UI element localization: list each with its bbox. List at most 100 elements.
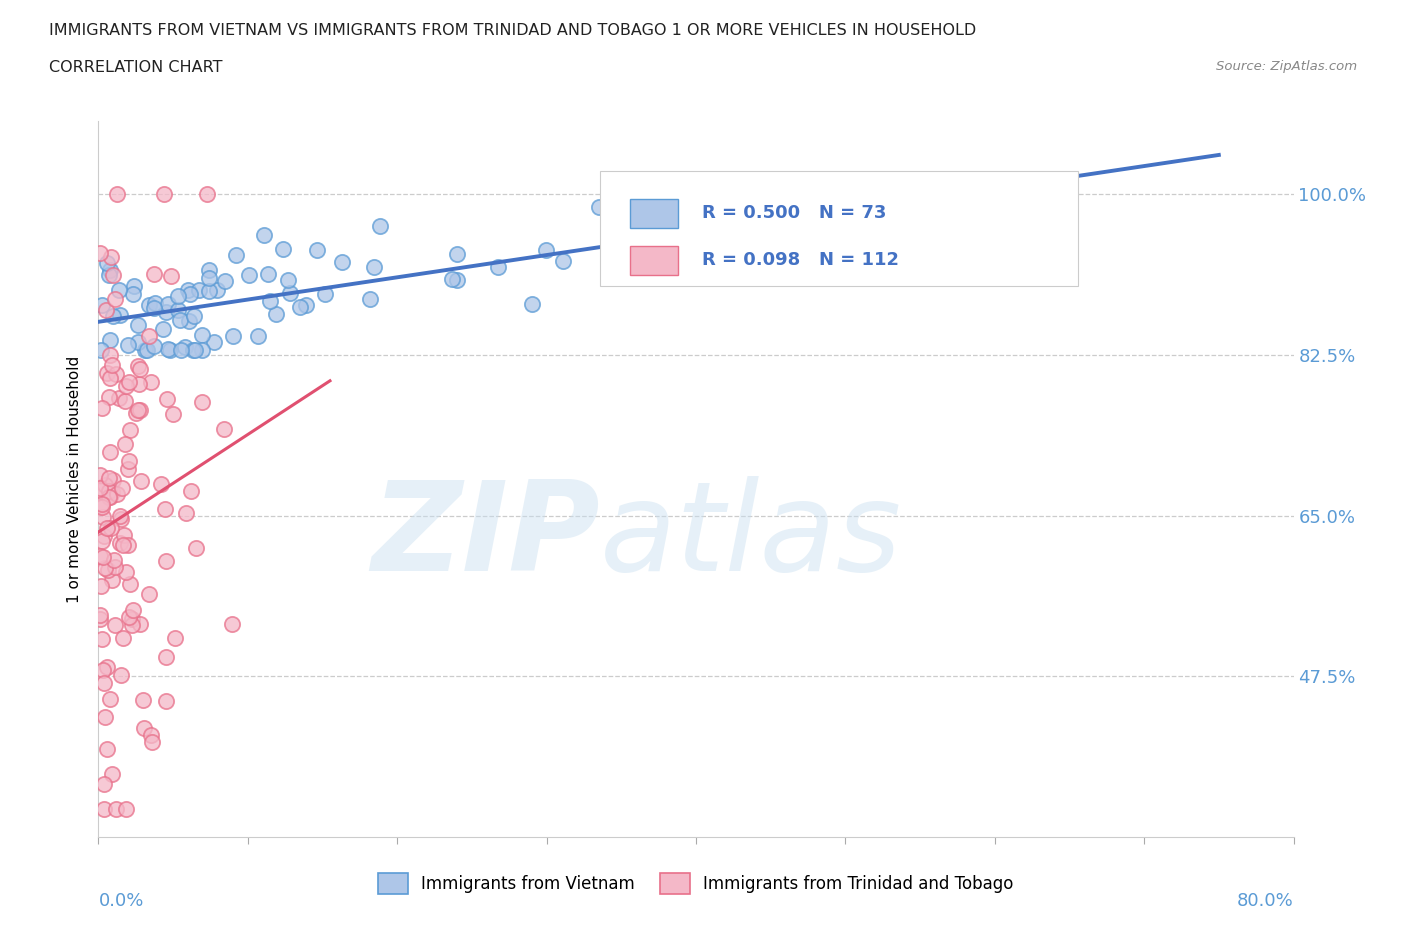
Text: 80.0%: 80.0% [1237,892,1294,910]
Point [98,489,121,504]
Point [100,521,122,536]
Point [101,485,124,499]
Point [363,259,385,274]
Point [173,339,195,354]
Point [128,377,150,392]
Point [124,405,146,420]
Point [117,461,139,476]
Point [127,403,149,418]
Point [588,200,610,215]
Point [90,578,112,593]
Point [111,631,134,645]
Point [93,777,115,791]
Point [97,267,120,282]
Point [368,219,391,233]
Point [94,710,117,724]
Point [190,394,212,409]
Point [93,528,115,543]
Point [115,565,138,579]
Point [191,327,214,342]
Point [89,549,111,564]
Point [177,283,200,298]
Point [110,512,132,526]
Point [127,359,149,374]
Text: CORRELATION CHART: CORRELATION CHART [49,60,222,75]
Point [124,278,146,293]
Point [247,329,270,344]
Point [129,473,152,488]
Point [198,263,221,278]
Point [98,262,121,277]
Point [214,273,236,288]
Point [101,767,124,782]
Point [195,187,218,202]
Point [117,338,139,352]
Point [167,288,190,303]
Point [181,343,204,358]
Point [127,318,149,333]
Point [139,727,162,742]
Point [188,282,211,297]
FancyBboxPatch shape [630,199,678,228]
Point [118,453,141,468]
Point [93,560,115,575]
Point [93,676,115,691]
Point [110,536,132,551]
Text: 0.0%: 0.0% [98,892,143,910]
Point [153,187,176,202]
Point [101,268,124,283]
Point [96,366,118,381]
Point [180,484,202,498]
Point [129,403,152,418]
Point [96,659,118,674]
Point [101,572,124,587]
Point [129,362,152,377]
Point [159,343,181,358]
Point [138,298,160,312]
Point [94,477,117,492]
Point [97,563,120,578]
Point [657,259,679,273]
Point [104,291,127,306]
Point [441,272,464,286]
Point [169,312,191,327]
Point [174,506,197,521]
Point [96,256,118,271]
Point [271,242,294,257]
Point [143,296,166,311]
Point [91,510,114,525]
Point [90,484,112,498]
Point [121,618,143,632]
Point [108,283,131,298]
Point [98,371,121,386]
Point [112,527,135,542]
Point [120,422,142,437]
Point [118,610,141,625]
Point [118,374,141,389]
Legend: Immigrants from Vietnam, Immigrants from Trinidad and Tobago: Immigrants from Vietnam, Immigrants from… [371,867,1021,900]
Point [152,322,174,337]
Point [103,552,125,567]
Point [98,445,121,459]
Point [108,391,131,405]
Point [98,692,121,707]
Point [90,499,112,514]
Point [97,489,120,504]
Point [105,187,128,202]
Point [191,343,214,358]
Point [266,306,288,321]
Point [139,374,162,389]
Point [198,283,221,298]
FancyBboxPatch shape [600,171,1078,286]
Point [108,508,131,523]
Point [114,394,136,409]
Point [156,297,179,312]
Point [89,607,111,622]
Point [280,286,302,300]
Point [155,693,177,708]
Text: ZIP: ZIP [371,476,600,597]
Point [184,343,207,358]
Point [214,421,236,436]
Point [105,802,128,817]
Point [134,721,156,736]
